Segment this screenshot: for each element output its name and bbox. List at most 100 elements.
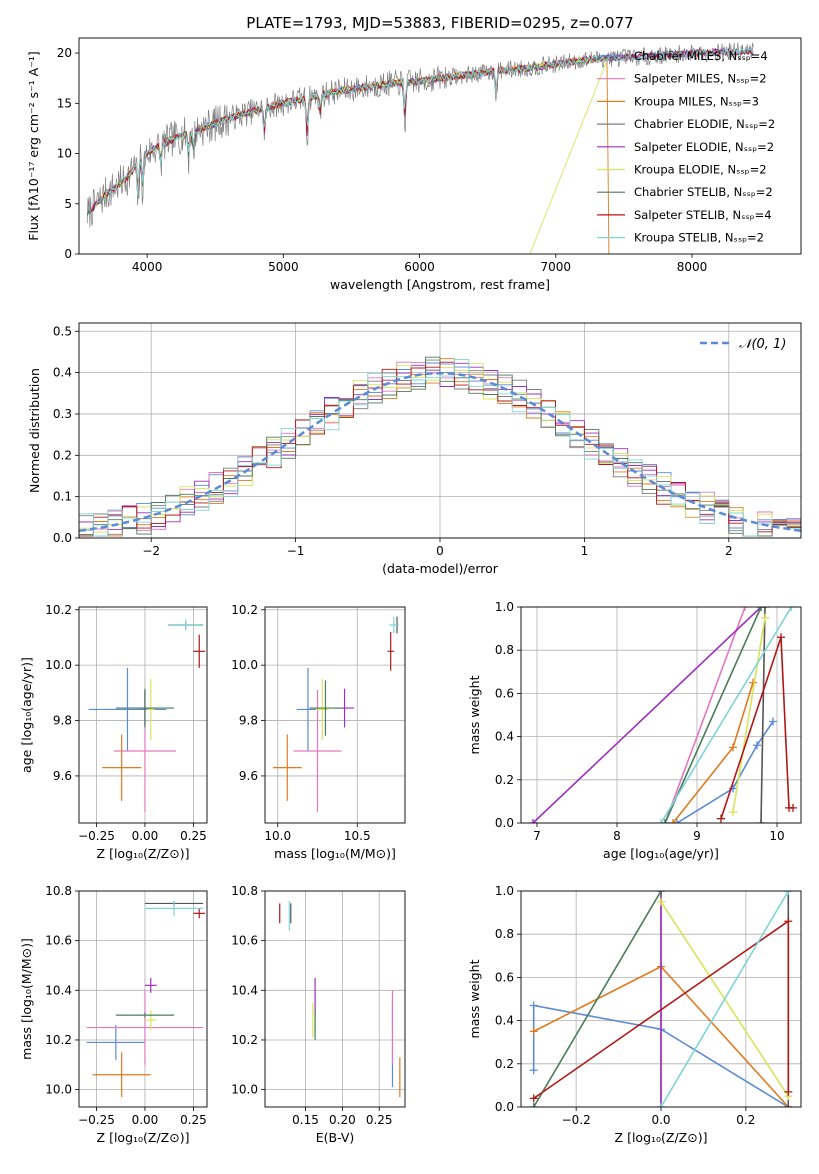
y-tick-label: 10.2 <box>231 603 258 617</box>
age-vs-mass-grid <box>265 607 405 823</box>
residuals-plot-area <box>79 356 801 537</box>
y-tick-label: 10.2 <box>231 1033 258 1047</box>
y-tick-label: 9.8 <box>53 714 72 728</box>
spectrum-panel: 4000 5000 6000 7000 8000 0 5 10 15 20 wavelength [… <box>26 37 802 292</box>
y-tick-label: 10.8 <box>45 884 72 898</box>
y-tick-label: 10 <box>57 147 72 161</box>
mass-weight-marker <box>729 743 737 752</box>
mass-weight-marker <box>669 819 677 823</box>
age-vs-Z-frame <box>78 606 208 824</box>
y-tick-label: 0.8 <box>495 643 514 657</box>
mass-vs-Z-y-axis-label: mass [log₁₀(M/M⊙)] <box>19 938 34 1060</box>
mass-weight-vs-Z-plot-area <box>529 891 793 1107</box>
y-tick-label: 10.6 <box>45 934 72 948</box>
y-tick-label: 0.1 <box>53 490 72 504</box>
x-tick-label: 0.2 <box>736 1113 755 1127</box>
x-tick-label: −0.25 <box>78 1113 115 1127</box>
x-tick-label: 0.00 <box>132 1113 159 1127</box>
spectrum-frame <box>78 37 802 255</box>
mass-weight-marker <box>529 1066 538 1075</box>
y-tick-label: 9.6 <box>53 769 72 783</box>
data-point <box>315 679 329 740</box>
x-tick-label: 0.25 <box>180 829 207 843</box>
mass-weight-marker <box>784 1087 793 1096</box>
y-tick-label: 0.3 <box>53 407 72 421</box>
x-tick-label: 7 <box>533 829 541 843</box>
mass-weight-vs-age-plot-area <box>529 607 797 823</box>
age-vs-Z-plot-area <box>88 619 206 812</box>
mass-weight-marker <box>753 741 761 750</box>
y-tick-label: 0.6 <box>495 970 514 984</box>
age-vs-Z-y-axis-label: age [log₁₀(age/yr)] <box>19 657 34 773</box>
y-tick-label: 0 <box>64 247 72 261</box>
data-point <box>115 1012 175 1018</box>
data-point <box>146 679 155 740</box>
age-vs-mass-panel: 10.0 10.5 9.6 9.8 10.0 10.2 mass [log₁₀(M/M⊙)] <box>231 603 406 861</box>
y-tick-label: 20 <box>57 46 72 60</box>
x-tick-label: 0.0 <box>651 1113 670 1127</box>
mass-weight-marker <box>661 819 669 823</box>
y-tick-label: 1.0 <box>495 600 514 614</box>
mass-vs-Z-plot-area <box>86 900 206 1098</box>
mass-weight-vs-age-x-axis-label: age [log₁₀(age/yr)] <box>603 846 719 861</box>
data-point <box>293 690 342 812</box>
spectrum-plot-area <box>86 42 754 254</box>
y-tick-label: 1.0 <box>495 884 514 898</box>
y-tick-label: 10.2 <box>45 603 72 617</box>
data-point <box>387 631 394 671</box>
age-vs-Z-x-axis-label: Z [log₁₀(Z/Z⊙)] <box>97 846 190 861</box>
mass-vs-ebv-panel: 0.15 0.20 0.25 10.0 10.2 10.4 10.6 10.8 E(B-V) <box>231 884 406 1145</box>
y-tick-label: 0.6 <box>495 686 514 700</box>
mass-weight-line <box>732 617 766 813</box>
residuals-y-axis-label: Normed distribution <box>27 368 42 493</box>
y-tick-label: 10.0 <box>231 658 258 672</box>
mass-weight-marker <box>784 917 793 926</box>
mass-weight-marker <box>761 607 769 611</box>
spectrum-legend: Chabrier MILES, Nₛₛₚ=4 Salpeter MILES, Nₛ… <box>597 49 775 245</box>
x-tick-label: 9 <box>693 829 701 843</box>
mass-weight-vs-Z-y-axis-label: mass weight <box>467 959 482 1038</box>
mass-weight-vs-Z-x-axis-label: Z [log₁₀(Z/Z⊙)] <box>615 1130 708 1145</box>
x-tick-label: 1 <box>581 544 589 558</box>
mass-weight-marker <box>761 613 769 622</box>
mass-weight-marker <box>717 814 725 823</box>
legend-entry: Kroupa MILES, Nₛₛₚ=3 <box>634 94 759 108</box>
residual-histogram <box>79 358 801 537</box>
y-tick-label: 10.4 <box>231 983 258 997</box>
residuals-legend: 𝒩(0, 1) <box>700 337 786 352</box>
data-point <box>144 977 157 993</box>
mass-weight-marker <box>784 1103 793 1107</box>
mass-vs-ebv-plot-area <box>279 900 401 1098</box>
x-tick-label: 0.15 <box>292 1113 319 1127</box>
y-tick-label: 10.4 <box>45 983 72 997</box>
y-tick-label: 5 <box>64 197 72 211</box>
mass-vs-Z-frame <box>78 890 208 1108</box>
y-tick-label: 0.0 <box>495 1100 514 1114</box>
x-tick-label: 0.00 <box>132 829 159 843</box>
legend-entry: Chabrier ELODIE, Nₛₛₚ=2 <box>634 117 775 131</box>
mass-weight-marker <box>529 1094 538 1103</box>
y-tick-label: 10.0 <box>45 658 72 672</box>
age-vs-mass-x-axis-label: mass [log₁₀(M/M⊙)] <box>274 846 396 861</box>
mass-weight-marker <box>657 819 665 823</box>
mass-vs-ebv-x-axis-label: E(B-V) <box>316 1130 355 1145</box>
data-point <box>296 667 320 751</box>
x-tick-label: 0.25 <box>180 1113 207 1127</box>
age-vs-Z-panel: −0.25 0.00 0.25 9.6 9.8 10.0 10.2 Z [log₁₀(Z/Z⊙… <box>19 603 208 861</box>
legend-entry: 𝒩(0, 1) <box>739 337 786 352</box>
x-tick-label: 0.25 <box>366 1113 393 1127</box>
mass-weight-line <box>533 891 662 1107</box>
mass-weight-marker <box>769 717 777 726</box>
gaussian-reference-curve <box>79 371 801 533</box>
mass-weight-line <box>676 721 774 823</box>
data-point <box>102 734 142 801</box>
x-tick-label: 2 <box>725 544 733 558</box>
mass-weight-marker <box>673 819 681 823</box>
age-vs-mass-frame <box>264 606 406 824</box>
spectrum-title: PLATE=1793, MJD=53883, FIBERID=0295, z=0… <box>246 14 633 32</box>
data-point <box>193 908 206 919</box>
y-tick-label: 0.4 <box>495 730 514 744</box>
y-tick-label: 0.0 <box>53 531 72 545</box>
y-tick-label: 10.0 <box>45 1083 72 1097</box>
